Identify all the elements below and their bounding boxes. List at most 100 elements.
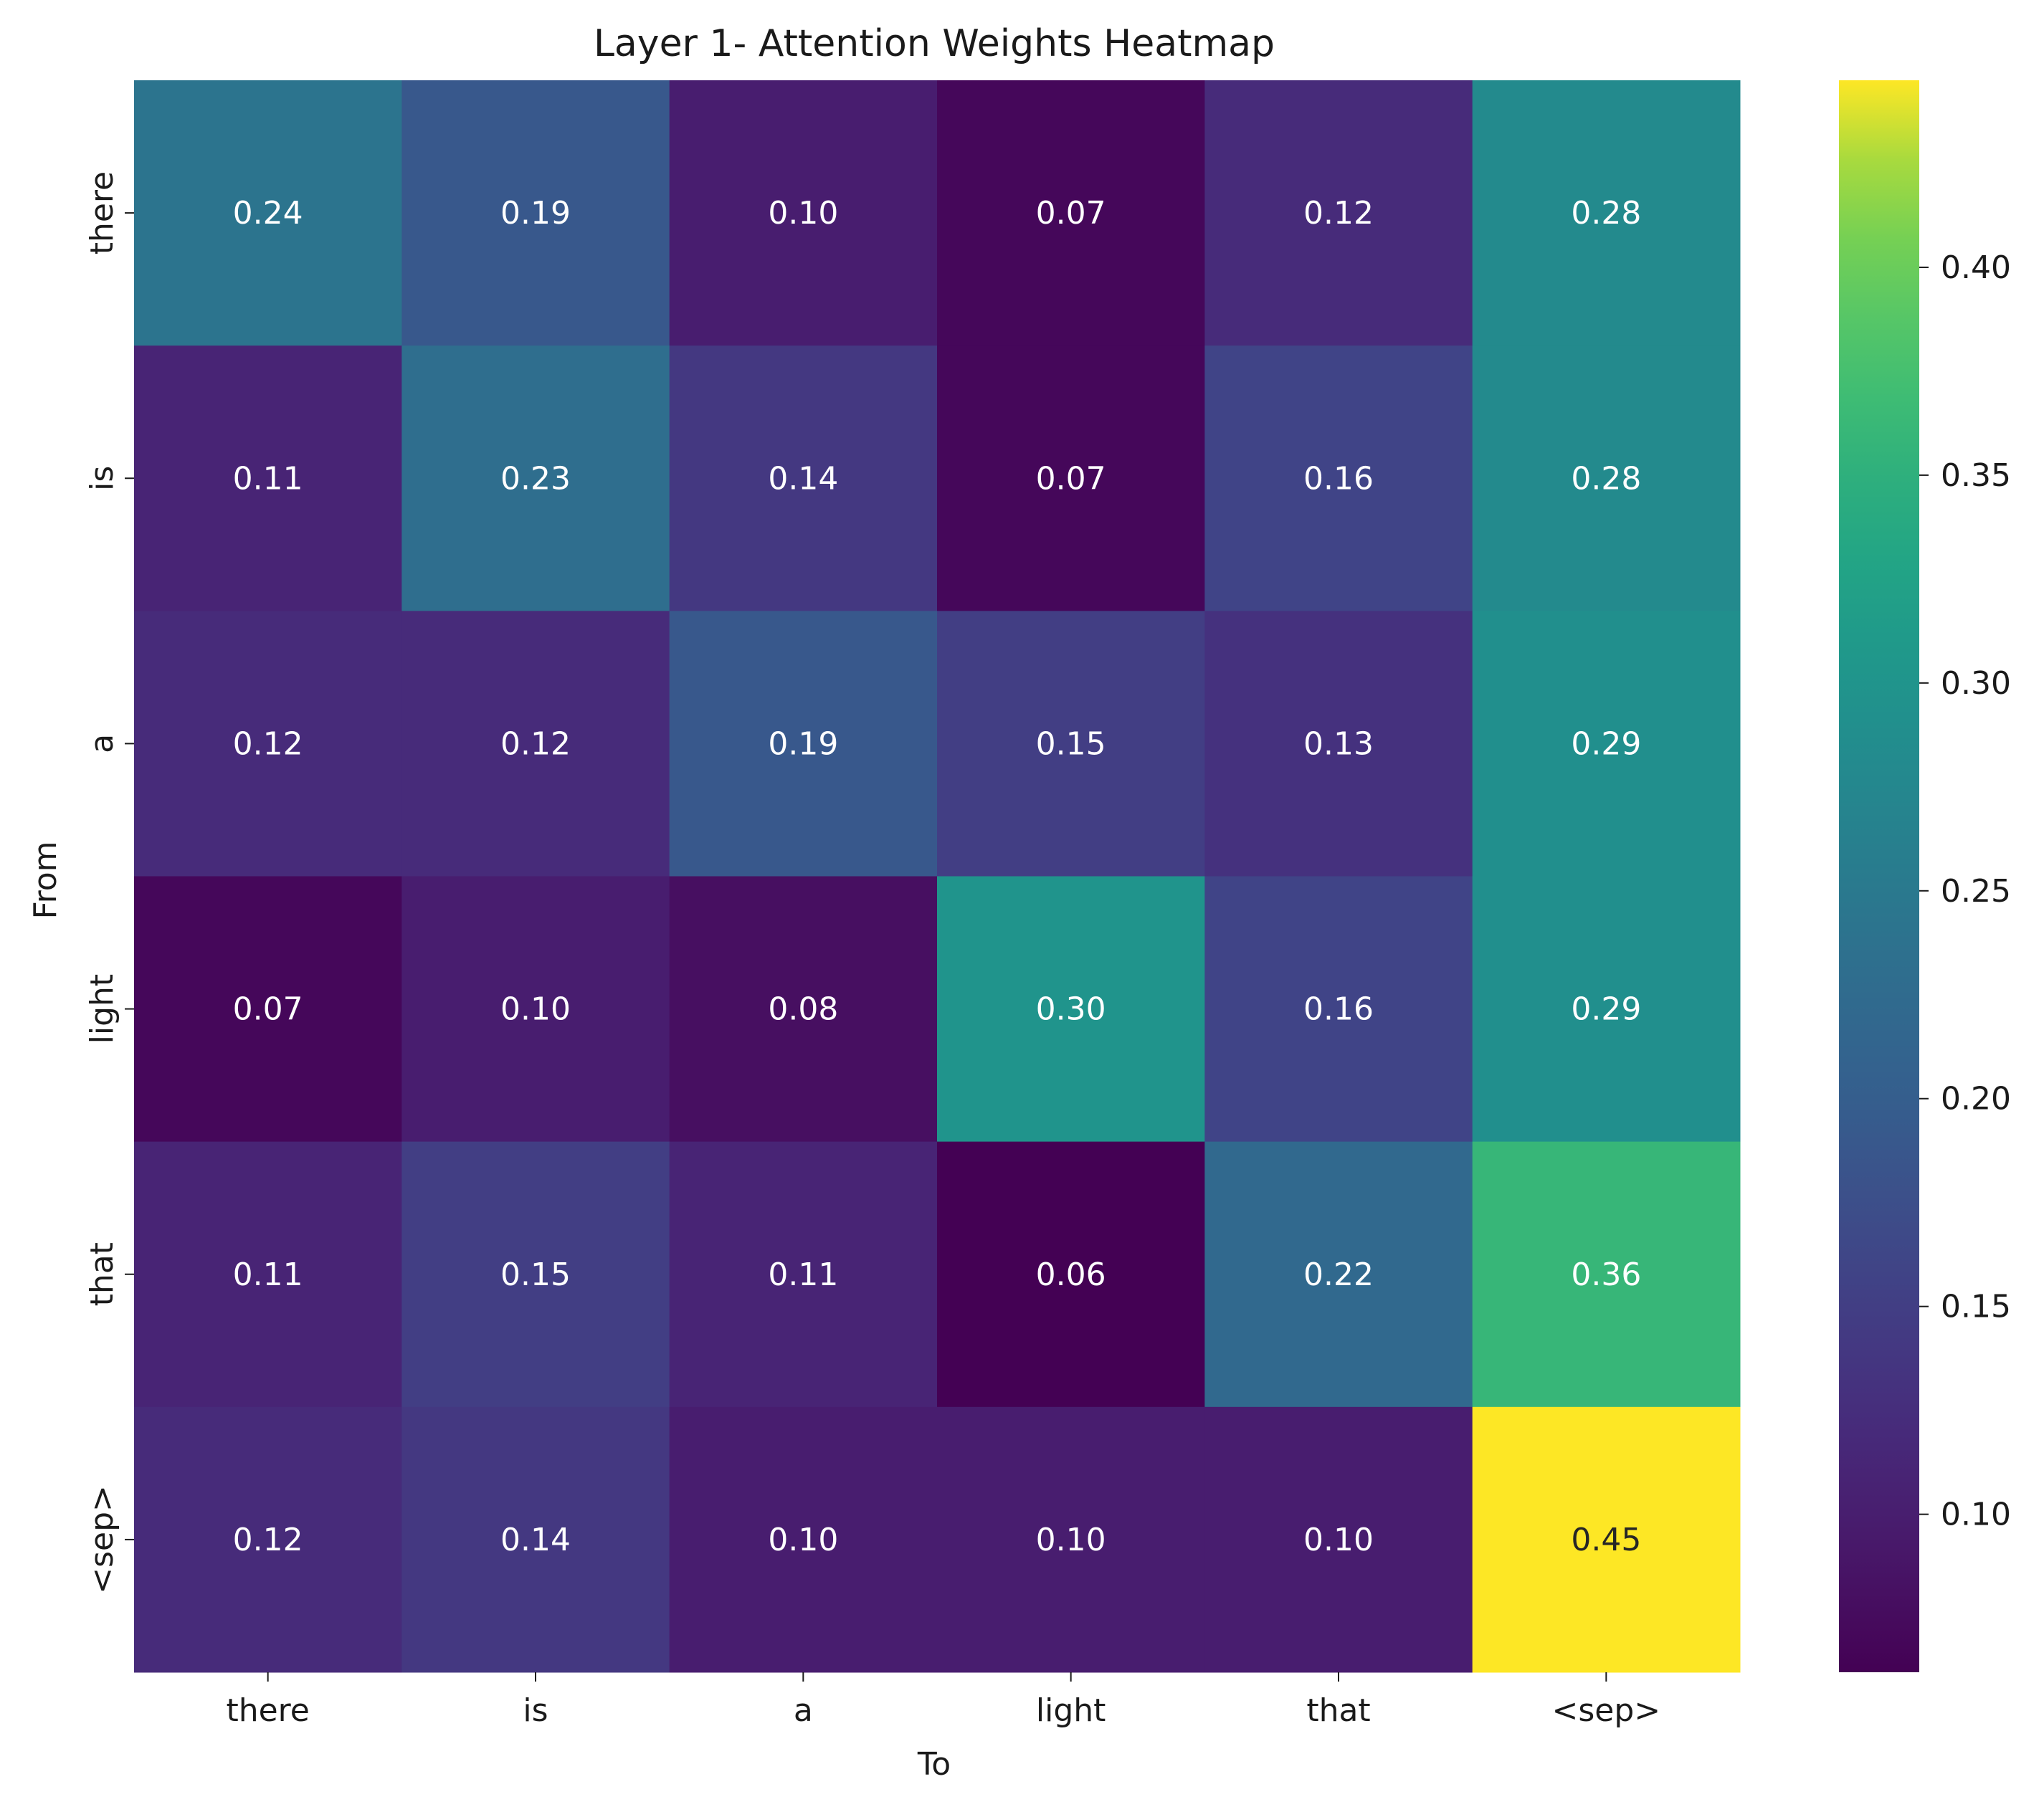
heatmap-cell-that-a (669, 1141, 938, 1408)
cell-value-label: 0.45 (1571, 1522, 1641, 1558)
cell-value-label: 0.19 (500, 195, 571, 232)
heatmap-cell-a-light (937, 611, 1205, 877)
cell-value-label: 0.24 (233, 195, 303, 232)
cell-value-label: 0.16 (1303, 991, 1374, 1028)
heatmap-cell-a-that (1204, 611, 1473, 877)
colorbar-tick-label: 0.20 (1941, 1081, 2011, 1117)
colorbar-tick-label: 0.40 (1941, 249, 2011, 286)
y-tick-label-that: that (84, 1242, 120, 1306)
cell-value-label: 0.22 (1303, 1257, 1374, 1293)
heatmap-cell-there-light (937, 80, 1205, 346)
heatmap-cell-is-there (134, 345, 402, 611)
heatmap-cell-there-sep (1472, 80, 1741, 346)
cell-value-label: 0.10 (768, 195, 838, 232)
colorbar (1839, 80, 1919, 1672)
x-tick-label-sep: <sep> (1551, 1692, 1660, 1729)
cell-value-label: 0.16 (1303, 460, 1374, 497)
heatmap-cell-light-light (937, 876, 1205, 1143)
heatmap-cell-is-sep (1472, 345, 1741, 611)
heatmap-cell-light-sep (1472, 876, 1741, 1143)
cell-value-label: 0.10 (768, 1522, 838, 1558)
heatmap-cell-sep-is (401, 1406, 670, 1673)
heatmap-cell-light-that (1204, 876, 1473, 1143)
y-axis-ticks: there is a light that <sep> (84, 171, 134, 1594)
chart-title: Layer 1- Attention Weights Heatmap (594, 22, 1275, 65)
heatmap-cell-that-is (401, 1141, 670, 1408)
heatmap-cell-there-a (669, 80, 938, 346)
x-tick-label-there: there (226, 1692, 309, 1729)
heatmap-cells (134, 80, 1741, 1673)
cell-value-label: 0.19 (768, 725, 838, 762)
y-tick-label-sep: <sep> (84, 1485, 120, 1594)
cell-value-label: 0.07 (233, 991, 303, 1028)
y-tick-label-a: a (84, 734, 120, 753)
y-tick-label-light: light (84, 974, 120, 1044)
x-tick-label-that: that (1306, 1692, 1370, 1729)
heatmap-cell-there-is (401, 80, 670, 346)
heatmap-cell-that-sep (1472, 1141, 1741, 1408)
heatmap-cell-there-there (134, 80, 402, 346)
cell-value-label: 0.23 (500, 460, 571, 497)
colorbar-tick-label: 0.25 (1941, 873, 2011, 910)
cell-value-label: 0.14 (500, 1522, 571, 1558)
heatmap-cell-a-sep (1472, 611, 1741, 877)
heatmap-cell-light-a (669, 876, 938, 1143)
cell-value-label: 0.10 (500, 991, 571, 1028)
cell-value-label: 0.08 (768, 991, 838, 1028)
cell-value-label: 0.11 (233, 1257, 303, 1293)
heatmap-cell-sep-that (1204, 1406, 1473, 1673)
heatmap-cell-light-there (134, 876, 402, 1143)
heatmap-cell-a-there (134, 611, 402, 877)
colorbar-tick-label: 0.10 (1941, 1497, 2011, 1533)
heatmap-cell-sep-there (134, 1406, 402, 1673)
x-tick-label-is: is (523, 1692, 548, 1729)
heatmap-cell-is-that (1204, 345, 1473, 611)
heatmap-cell-is-a (669, 345, 938, 611)
cell-value-label: 0.10 (1036, 1522, 1106, 1558)
heatmap-cell-is-light (937, 345, 1205, 611)
heatmap-cell-that-that (1204, 1141, 1473, 1408)
cell-value-label: 0.11 (233, 460, 303, 497)
heatmap-cell-labels: 0.24 0.19 0.10 0.07 0.12 0.28 0.11 0.23 0.14 0.07… (233, 195, 1642, 1558)
heatmap-cell-sep-a (669, 1406, 938, 1673)
cell-value-label: 0.11 (768, 1257, 838, 1293)
heatmap-cell-that-light (937, 1141, 1205, 1408)
x-tick-label-light: light (1036, 1692, 1106, 1729)
y-tick-label-is: is (84, 466, 120, 491)
cell-value-label: 0.12 (233, 725, 303, 762)
colorbar-tick-label: 0.30 (1941, 665, 2011, 702)
colorbar-tick-label: 0.15 (1941, 1289, 2011, 1325)
heatmap-cell-sep-light (937, 1406, 1205, 1673)
cell-value-label: 0.14 (768, 460, 838, 497)
cell-value-label: 0.28 (1571, 460, 1641, 497)
cell-value-label: 0.29 (1571, 725, 1641, 762)
cell-value-label: 0.29 (1571, 991, 1641, 1028)
cell-value-label: 0.13 (1303, 725, 1374, 762)
x-axis-label: To (917, 1746, 951, 1783)
heatmap-cell-there-that (1204, 80, 1473, 346)
cell-value-label: 0.15 (500, 1257, 571, 1293)
heatmap-cell-a-a (669, 611, 938, 877)
cell-value-label: 0.07 (1036, 460, 1106, 497)
cell-value-label: 0.06 (1036, 1257, 1106, 1293)
cell-value-label: 0.28 (1571, 195, 1641, 232)
cell-value-label: 0.12 (1303, 195, 1374, 232)
cell-value-label: 0.12 (233, 1522, 303, 1558)
y-axis-label: From (27, 841, 64, 919)
cell-value-label: 0.07 (1036, 195, 1106, 232)
cell-value-label: 0.10 (1303, 1522, 1374, 1558)
y-tick-label-there: there (84, 171, 120, 254)
x-axis-ticks: there is a light that <sep> (226, 1672, 1660, 1729)
cell-value-label: 0.12 (500, 725, 571, 762)
heatmap-cell-that-there (134, 1141, 402, 1408)
heatmap-cell-sep-sep (1472, 1406, 1741, 1673)
cell-value-label: 0.30 (1036, 991, 1106, 1028)
cell-value-label: 0.15 (1036, 725, 1106, 762)
x-tick-label-a: a (794, 1692, 813, 1729)
heatmap-cell-light-is (401, 876, 670, 1143)
heatmap-cell-is-is (401, 345, 670, 611)
colorbar-tick-label: 0.35 (1941, 457, 2011, 494)
colorbar-ticks: 0.10 0.15 0.20 0.25 0.30 0.35 0.40 (1919, 249, 2011, 1533)
